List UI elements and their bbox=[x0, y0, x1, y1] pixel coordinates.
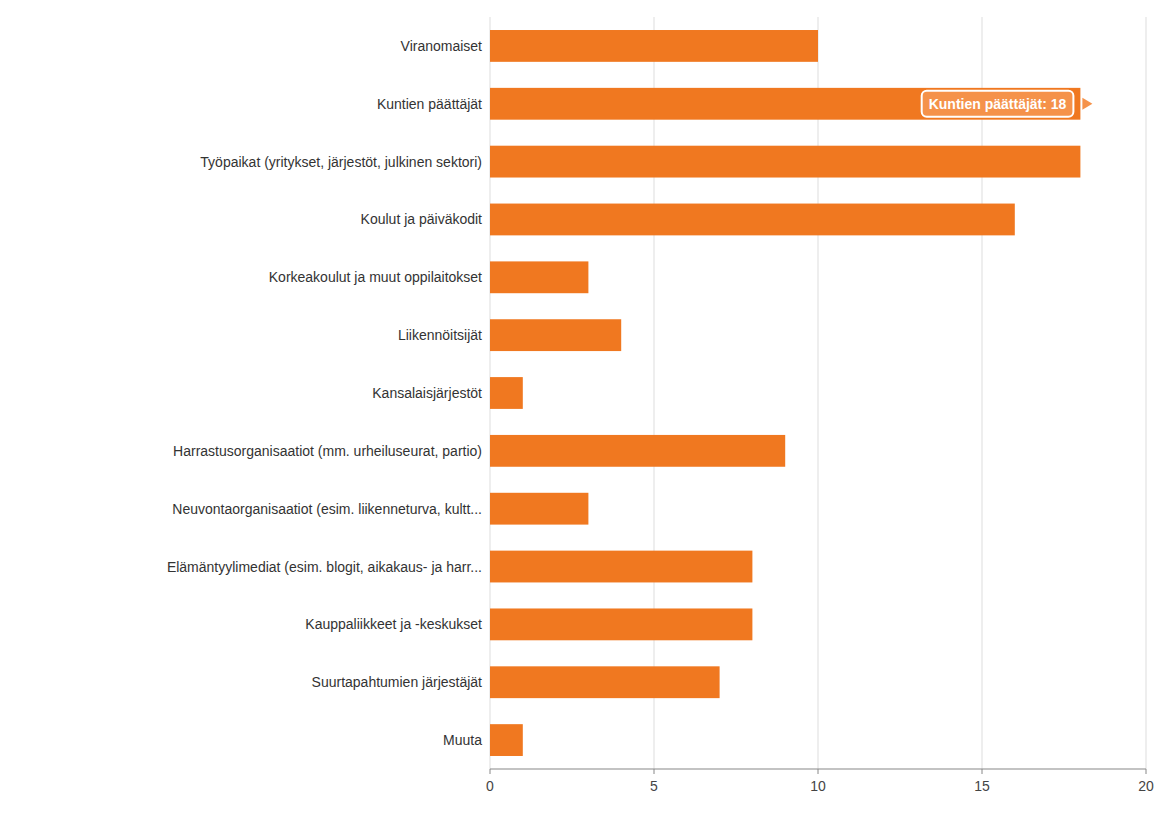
bar bbox=[490, 551, 752, 583]
grid-line bbox=[818, 17, 819, 769]
category-label: Elämäntyylimediat (esim. blogit, aikakau… bbox=[167, 559, 482, 575]
tick-label: 20 bbox=[1138, 778, 1154, 794]
grid-line bbox=[1146, 17, 1147, 769]
bar bbox=[490, 377, 523, 409]
annotation-text: Kuntien päättäjät: 18 bbox=[929, 96, 1067, 112]
tick-mark bbox=[490, 769, 491, 774]
annotation-pointer bbox=[1082, 98, 1092, 110]
chart: 0 5 10 15 20 Viranomaiset Kuntien päättäjät Työ… bbox=[0, 0, 1169, 836]
category-label: Työpaikat (yritykset, järjestöt, julkine… bbox=[200, 154, 482, 170]
bar bbox=[490, 493, 588, 525]
category-label: Viranomaiset bbox=[401, 38, 483, 54]
tick-label: 10 bbox=[810, 778, 826, 794]
annotation: Kuntien päättäjät: 18 bbox=[922, 91, 1093, 117]
tick-mark bbox=[982, 769, 983, 774]
x-axis-line bbox=[490, 768, 1146, 769]
category-label: Harrastusorganisaatiot (mm. urheiluseura… bbox=[173, 443, 482, 459]
bar bbox=[490, 608, 752, 640]
tick-label: 15 bbox=[974, 778, 990, 794]
category-label: Neuvontaorganisaatiot (esim. liikennetur… bbox=[172, 501, 482, 517]
category-label: Suurtapahtumien järjestäjät bbox=[312, 674, 483, 690]
tick-label: 0 bbox=[486, 778, 494, 794]
bars bbox=[490, 30, 1080, 756]
bar bbox=[490, 204, 1015, 236]
bar bbox=[490, 666, 720, 698]
bar bbox=[490, 30, 818, 62]
tick-mark bbox=[1146, 769, 1147, 774]
tick-mark bbox=[818, 769, 819, 774]
bar bbox=[490, 319, 621, 351]
category-label: Liikennöitsijät bbox=[398, 327, 482, 343]
tick-mark bbox=[654, 769, 655, 774]
bar bbox=[490, 435, 785, 467]
category-label: Korkeakoulut ja muut oppilaitokset bbox=[269, 269, 482, 285]
bar bbox=[490, 88, 1080, 120]
grid-line bbox=[654, 17, 655, 769]
bar bbox=[490, 146, 1080, 178]
grid-line bbox=[982, 17, 983, 769]
category-label: Kuntien päättäjät bbox=[377, 96, 482, 112]
bar bbox=[490, 261, 588, 293]
category-label: Kauppaliikkeet ja -keskukset bbox=[305, 616, 482, 632]
category-label: Muuta bbox=[443, 732, 482, 748]
chart-container: 0 5 10 15 20 Viranomaiset Kuntien päättäjät Työ… bbox=[0, 0, 1169, 836]
category-label: Kansalaisjärjestöt bbox=[372, 385, 482, 401]
grid bbox=[490, 17, 1146, 774]
tick-label: 5 bbox=[650, 778, 658, 794]
bar bbox=[490, 724, 523, 756]
annotation-box bbox=[922, 91, 1074, 117]
category-label: Koulut ja päiväkodit bbox=[361, 211, 483, 227]
